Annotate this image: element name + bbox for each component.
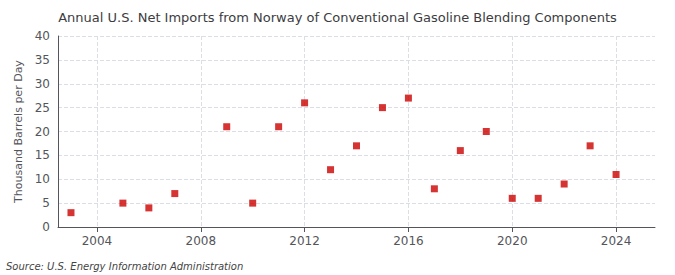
svg-text:10: 10 [35,172,50,186]
svg-text:30: 30 [35,77,50,91]
svg-text:2016: 2016 [393,234,424,248]
svg-text:2008: 2008 [185,234,216,248]
svg-text:Thousand Barrels per Day: Thousand Barrels per Day [12,60,25,204]
svg-text:Source: U.S. Energy Informatio: Source: U.S. Energy Information Administ… [6,261,243,272]
svg-text:2004: 2004 [82,234,113,248]
svg-text:2012: 2012 [289,234,320,248]
svg-text:2020: 2020 [497,234,528,248]
svg-text:40: 40 [35,29,50,43]
svg-text:35: 35 [35,53,50,67]
svg-text:25: 25 [35,101,50,115]
svg-text:Annual U.S. Net Imports from N: Annual U.S. Net Imports from Norway of C… [58,10,617,25]
svg-text:0: 0 [42,220,50,234]
svg-text:20: 20 [35,125,50,139]
svg-text:5: 5 [42,196,50,210]
svg-text:2024: 2024 [601,234,632,248]
svg-text:15: 15 [35,148,50,162]
